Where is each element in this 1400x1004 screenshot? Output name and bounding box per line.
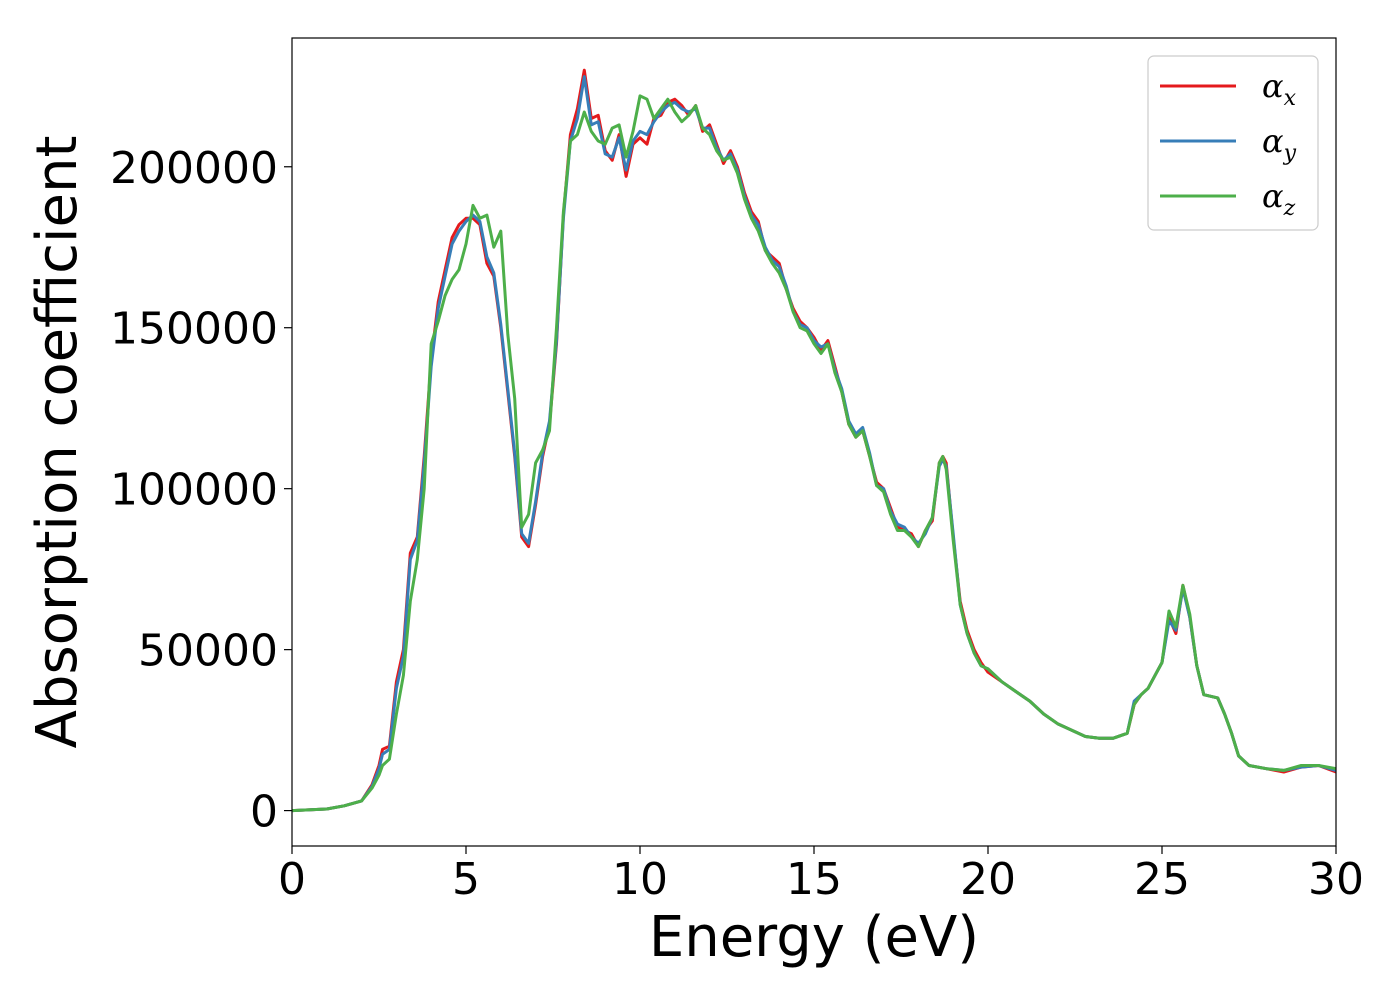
- series-line-z: [292, 94, 1336, 813]
- plot-area: [292, 68, 1336, 813]
- x-axis-ticks: 0 5 10 15 20 25 30: [278, 846, 1364, 905]
- legend: αx αy αz: [1147, 55, 1319, 231]
- legend-label-x: αx: [1262, 67, 1297, 111]
- legend-label-y: αy: [1262, 122, 1297, 166]
- y-tick-label: 50000: [138, 626, 278, 677]
- x-tick-label: 0: [278, 854, 306, 905]
- x-tick-label: 10: [612, 854, 668, 905]
- x-axis-title: Energy (eV): [649, 905, 979, 970]
- y-tick-label: 0: [250, 787, 278, 838]
- x-tick-label: 15: [786, 854, 842, 905]
- legend-box: [1147, 55, 1319, 231]
- x-tick-label: 25: [1134, 854, 1190, 905]
- y-tick-label: 200000: [110, 143, 278, 194]
- y-axis-title: Absorption coefficient: [25, 136, 90, 749]
- y-axis-ticks: 0 50000 100000 150000 200000: [110, 143, 292, 838]
- x-tick-label: 5: [452, 854, 480, 905]
- y-tick-label: 100000: [110, 465, 278, 516]
- x-tick-label: 30: [1308, 854, 1364, 905]
- y-tick-label: 150000: [110, 304, 278, 355]
- legend-label-z: αz: [1262, 177, 1296, 221]
- x-tick-label: 20: [960, 854, 1016, 905]
